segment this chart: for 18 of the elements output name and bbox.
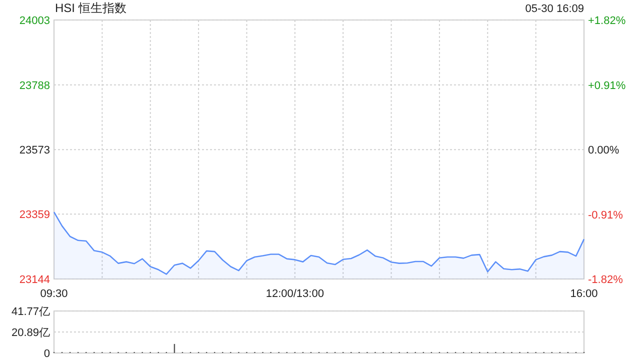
y2-tick-label: -0.91%: [588, 209, 624, 222]
y-tick-label: 24003: [19, 15, 50, 27]
y-tick-label: 23144: [19, 274, 50, 286]
y-tick-label: 23788: [19, 80, 50, 92]
x-tick-label: 16:00: [570, 288, 598, 300]
x-tick-label: 12:00/13:00: [266, 288, 324, 300]
x-tick-label: 09:30: [40, 288, 68, 300]
y-tick-label: 41.77亿: [11, 306, 50, 318]
text: 05-30 16:09: [525, 3, 584, 15]
chart-title: HSI 恒生指数: [55, 1, 126, 15]
y-tick-label: 23573: [19, 144, 50, 157]
y-tick-label: 0: [44, 348, 50, 360]
y2-tick-label: +1.82%: [588, 15, 626, 27]
y2-tick-label: 0.00%: [588, 144, 620, 156]
y-tick-label: 23359: [19, 209, 50, 222]
y2-tick-label: +0.91%: [588, 80, 626, 92]
y2-tick-label: -1.82%: [588, 274, 624, 286]
y-tick-label: 20.89亿: [11, 326, 50, 339]
